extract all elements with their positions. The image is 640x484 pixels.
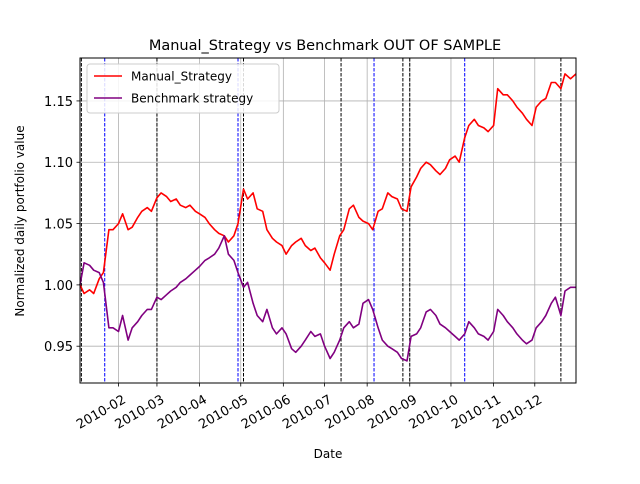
series-line-benchmark [79, 235, 576, 362]
x-axis-label: Date [314, 447, 343, 461]
signal-lines-layer [80, 58, 562, 383]
legend-label: Manual_Strategy [131, 70, 232, 84]
chart-title: Manual_Strategy vs Benchmark OUT OF SAMP… [149, 38, 501, 54]
y-tick-label: 1.00 [44, 279, 73, 294]
legend-label: Benchmark strategy [131, 92, 253, 106]
y-tick-label: 1.05 [44, 218, 73, 233]
series-layer [79, 73, 577, 362]
y-axis: 0.95 1.00 1.05 1.10 1.15 [44, 95, 80, 355]
y-tick-label: 1.15 [44, 95, 73, 110]
legend: Manual_Strategy Benchmark strategy [86, 63, 280, 114]
plot-frame [79, 57, 577, 384]
series-line-manual-strategy [79, 73, 577, 295]
y-tick-label: 0.95 [44, 340, 73, 355]
legend-box [86, 63, 280, 114]
y-tick-label: 1.10 [44, 156, 73, 171]
y-axis-label: Normalized daily portfolio value [13, 125, 27, 316]
